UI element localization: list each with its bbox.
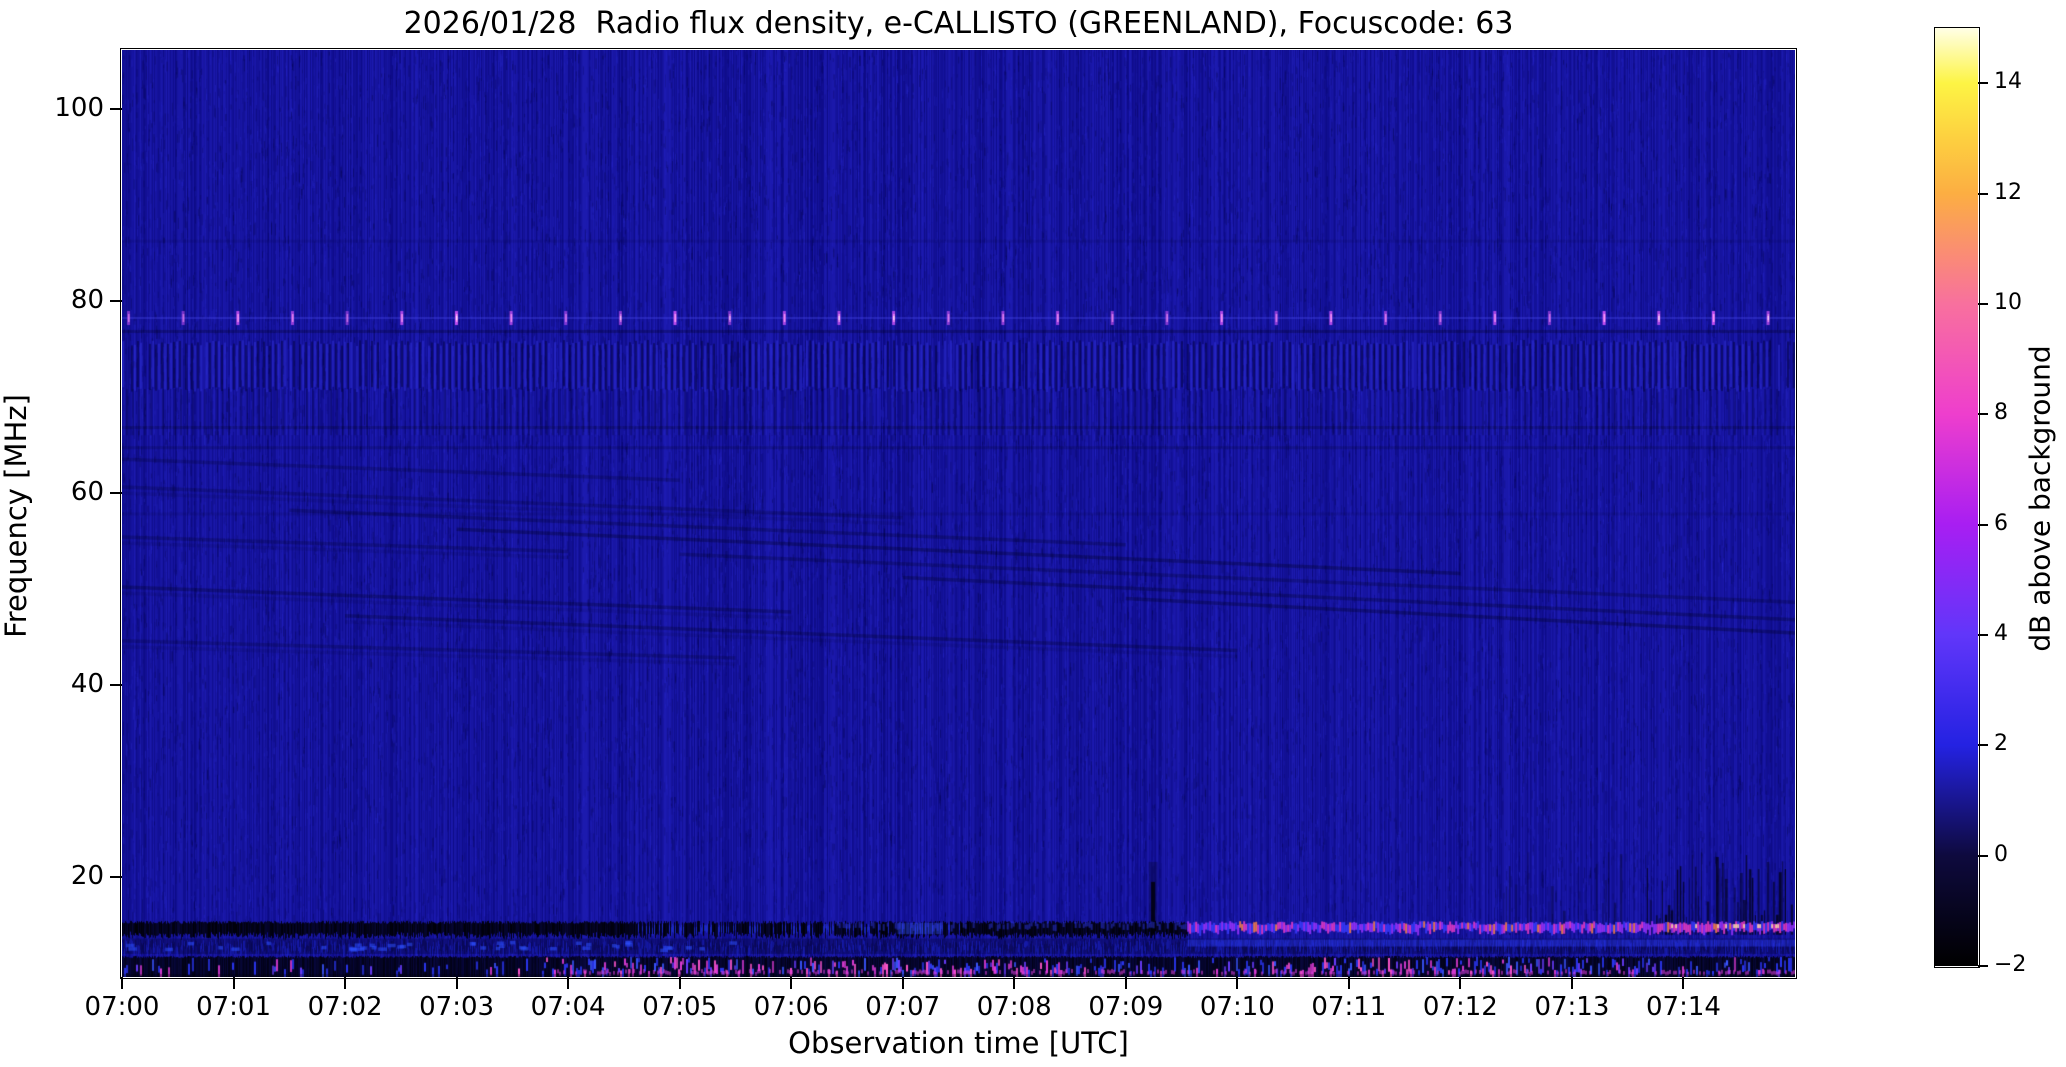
x-tick	[567, 977, 570, 989]
y-tick	[110, 299, 122, 302]
x-tick-label: 07:04	[530, 992, 606, 1022]
colorbar-tick	[1978, 854, 1988, 857]
colorbar-tick	[1978, 633, 1988, 636]
x-tick	[1459, 977, 1462, 989]
x-tick	[344, 977, 347, 989]
y-tick	[110, 107, 122, 110]
x-tick-label: 07:14	[1645, 992, 1721, 1022]
x-tick	[1682, 977, 1685, 989]
x-tick	[1013, 977, 1016, 989]
x-tick-label: 07:05	[642, 992, 718, 1022]
x-tick-label: 07:01	[196, 992, 271, 1022]
x-tick-label: 07:13	[1534, 992, 1610, 1022]
y-axis-label: Frequency [MHz]	[0, 394, 33, 638]
x-tick	[1236, 977, 1239, 989]
x-tick	[455, 977, 458, 989]
spectrogram-canvas	[122, 50, 1795, 977]
page-title: 2026/01/28 Radio flux density, e-CALLIST…	[403, 6, 1514, 41]
x-tick-label: 07:03	[419, 992, 495, 1022]
colorbar-tick-label: 12	[1994, 179, 2022, 205]
x-axis-label: Observation time [UTC]	[788, 1026, 1129, 1060]
x-tick	[1347, 977, 1350, 989]
colorbar-tick	[1978, 523, 1988, 526]
y-tick-label: 100	[54, 92, 104, 123]
colorbar-tick-label: 14	[1994, 69, 2022, 95]
y-tick-label: 20	[70, 861, 104, 892]
x-tick-label: 07:08	[976, 992, 1052, 1022]
colorbar-tick-label: 2	[1994, 731, 2008, 757]
x-tick	[901, 977, 904, 989]
x-tick	[232, 977, 235, 989]
x-tick-label: 07:07	[865, 992, 941, 1022]
x-tick	[678, 977, 681, 989]
x-tick-label: 07:00	[84, 992, 160, 1022]
x-tick	[790, 977, 793, 989]
colorbar-tick	[1978, 965, 1988, 967]
colorbar-tick	[1978, 744, 1988, 747]
colorbar-gradient	[1935, 28, 1978, 966]
colorbar-tick	[1978, 413, 1988, 416]
colorbar-tick	[1978, 82, 1988, 85]
y-tick	[110, 876, 122, 879]
colorbar-label: dB above background	[2023, 345, 2057, 652]
colorbar-tick	[1978, 192, 1988, 195]
x-tick	[1570, 977, 1573, 989]
x-tick-label: 07:10	[1199, 992, 1275, 1022]
x-tick-label: 07:12	[1422, 992, 1498, 1022]
x-tick	[1124, 977, 1127, 989]
y-tick	[110, 683, 122, 686]
x-tick-label: 07:02	[307, 992, 383, 1022]
x-tick-label: 07:11	[1311, 992, 1387, 1022]
x-tick	[121, 977, 123, 989]
colorbar-tick	[1978, 302, 1988, 305]
x-tick-label: 07:09	[1088, 992, 1164, 1022]
y-tick	[110, 491, 122, 494]
colorbar-tick-label: 0	[1994, 841, 2008, 867]
colorbar-tick-label: −2	[1994, 952, 2027, 977]
x-tick-label: 07:06	[753, 992, 829, 1022]
